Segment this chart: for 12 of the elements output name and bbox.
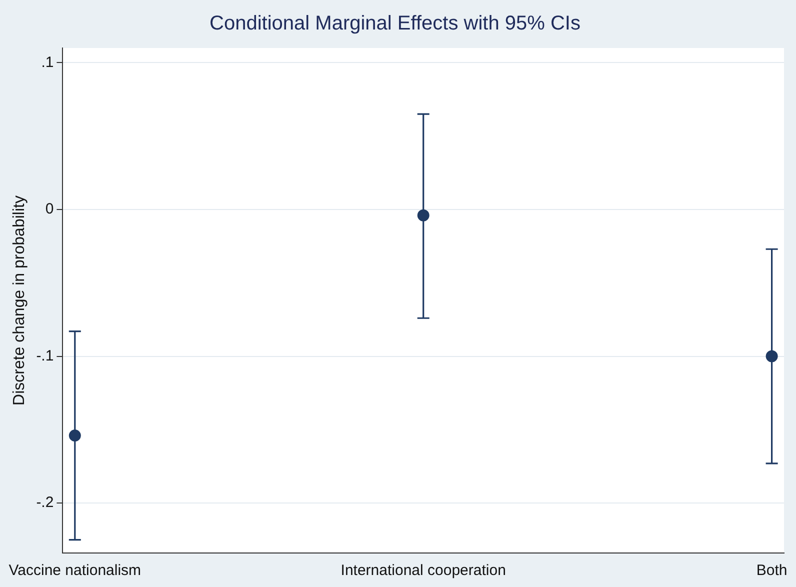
x-tick-label: Both [756,562,788,580]
x-tick-label: Vaccine nationalism [8,562,142,580]
point [68,430,81,442]
y-axis-title: Discrete change in probability [11,196,28,406]
y-tick-label: -.2 [36,494,54,512]
y-tick-label: -.1 [36,347,54,364]
point [766,350,778,362]
x-tick-label: International cooperation [340,562,506,580]
y-tick-label: .1 [41,54,54,71]
point [417,209,430,222]
chart-title: Conditional Marginal Effects with 95% CIs [210,12,580,35]
y-tick-label: 0 [45,200,54,218]
